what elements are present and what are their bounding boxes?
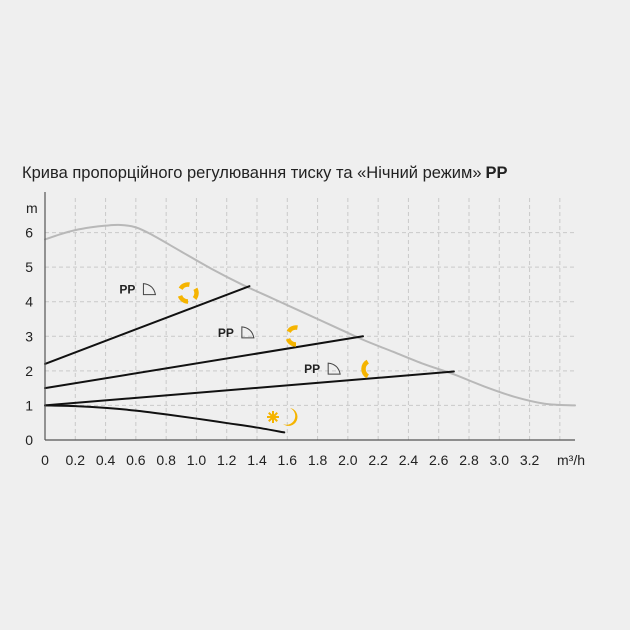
y-tick-label-3: 3 [25,328,33,344]
x-tick-label-11: 2.2 [368,452,388,468]
y-tick-label-2: 2 [25,363,33,379]
x-tick-label-1: 0.2 [66,452,86,468]
speed-1-icon [361,359,370,379]
speed-3-icon [177,282,199,304]
series-pp-mid [44,335,364,390]
axes [44,192,575,441]
pp-label-high: PP [119,283,135,297]
annotations: PP PP PP [119,283,341,376]
series-group [44,223,576,434]
y-tick-label-6: 6 [25,225,33,241]
night-mode-icon [267,408,298,426]
x-tick-label-0: 0 [41,452,49,468]
chart-title-text: Крива пропорційного регулювання тиску та… [22,164,482,182]
speed-2-icon [285,325,298,347]
x-tick-label-13: 2.6 [429,452,449,468]
x-tick-label-4: 0.8 [156,452,176,468]
pp-curve-icon-mid [241,326,255,339]
pp-label-low: PP [304,362,320,376]
x-tick-label-12: 2.4 [399,452,419,468]
x-tick-label-8: 1.6 [278,452,298,468]
series-max-curve [44,223,576,407]
x-tick-label-5: 1.0 [187,452,207,468]
x-tick-label-6: 1.2 [217,452,237,468]
x-tick-label-7: 1.4 [247,452,267,468]
x-axis-label: m³/h [557,452,585,468]
pp-curve-icon-low [327,362,341,375]
series-pp-high [44,285,251,365]
x-tick-label-3: 0.6 [126,452,146,468]
x-tick-label-14: 2.8 [459,452,479,468]
x-tick-label-2: 0.4 [96,452,116,468]
x-tick-label-15: 3.0 [490,452,510,468]
y-axis-label: m [26,200,38,216]
x-tick-labels: 0 0.2 0.4 0.6 0.8 1.0 1.2 1.4 1.6 1.8 2.0 2.2 2.4 2.6… [41,452,539,468]
x-axis-label-text: m³/h [557,452,585,468]
pp-curve-icon-high [142,283,157,296]
series-pp-low [44,370,455,407]
grid-lines [45,198,575,440]
x-tick-label-9: 1.8 [308,452,328,468]
y-tick-label-5: 5 [25,259,33,275]
chart-title-bold: PP [486,164,508,182]
y-tick-label-1: 1 [25,397,33,413]
series-night-mode [44,404,286,434]
y-tick-labels: 0 1 2 3 4 5 6 [25,225,33,448]
chart-title: Крива пропорційного регулювання тиску та… [22,164,508,182]
y-tick-label-0: 0 [25,432,33,448]
x-tick-label-10: 2.0 [338,452,358,468]
x-tick-label-16: 3.2 [520,452,540,468]
y-tick-label-4: 4 [25,294,33,310]
mode-icons [177,282,370,426]
pp-label-mid: PP [218,326,234,340]
